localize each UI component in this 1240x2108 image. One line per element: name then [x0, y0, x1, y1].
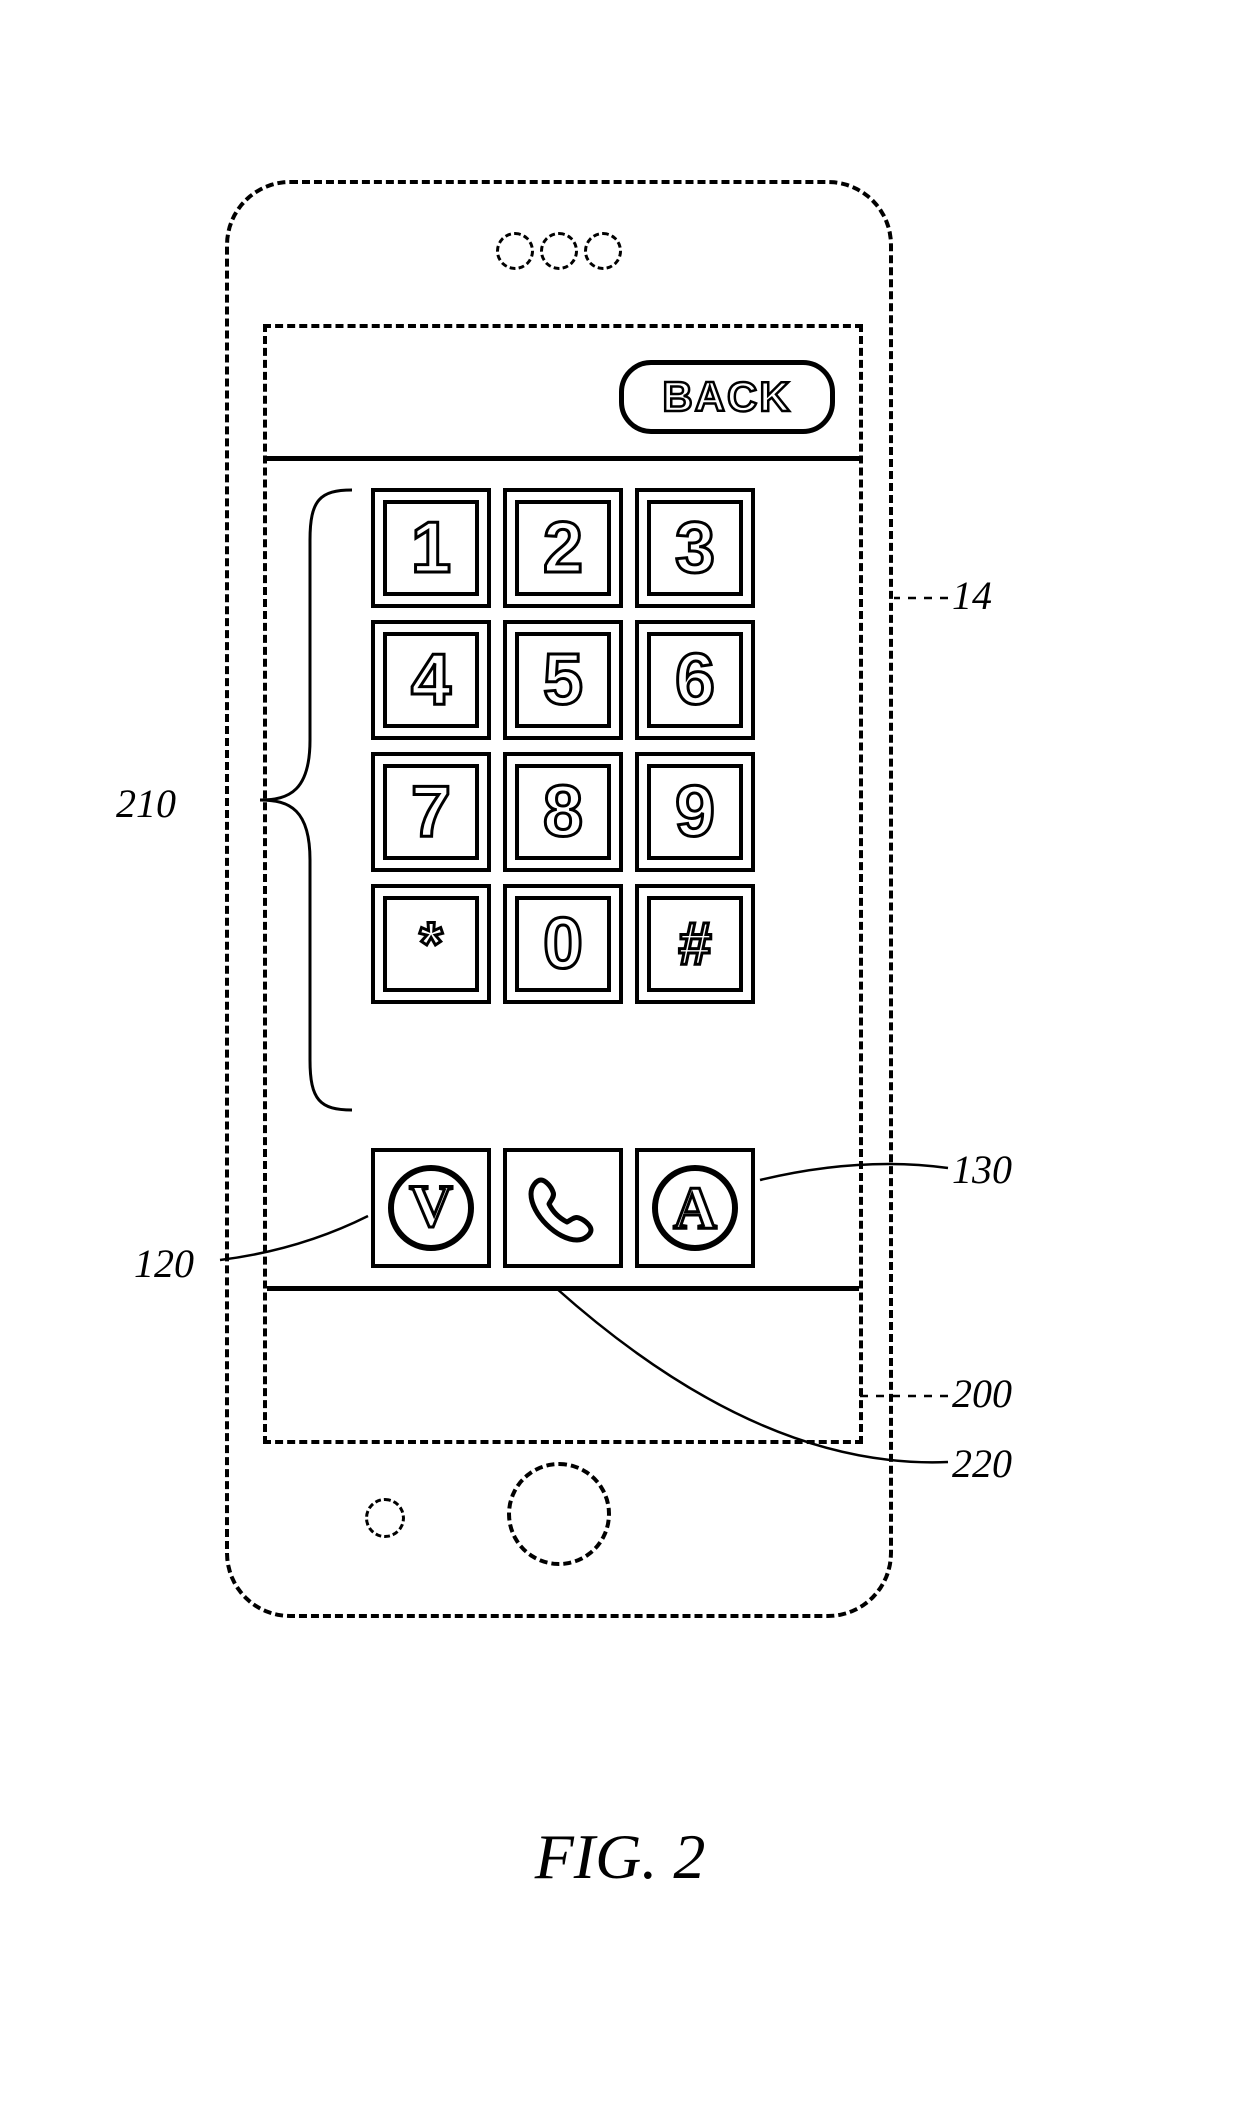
phone-outline: BACK 1 2 3 4 5 6 7 8 9 * 0 #	[225, 180, 893, 1618]
sensor-dot	[540, 232, 578, 270]
callout-120: 120	[134, 1240, 194, 1287]
key-label: 6	[675, 644, 715, 716]
key-hash[interactable]: #	[635, 884, 755, 1004]
key-7[interactable]: 7	[371, 752, 491, 872]
callout-220: 220	[952, 1440, 1012, 1487]
key-label: 1	[411, 512, 451, 584]
action-row: V A	[371, 1148, 755, 1268]
back-button-label: BACK	[662, 373, 791, 421]
phone-call-button[interactable]	[503, 1148, 623, 1268]
key-2[interactable]: 2	[503, 488, 623, 608]
key-label: 3	[675, 512, 715, 584]
key-8[interactable]: 8	[503, 752, 623, 872]
figure-caption: FIG. 2	[0, 1820, 1240, 1894]
svg-text:V: V	[409, 1173, 452, 1239]
mic-dot	[365, 1498, 405, 1538]
key-label: *	[419, 914, 442, 974]
callout-130: 130	[952, 1146, 1012, 1193]
screen-outline: BACK 1 2 3 4 5 6 7 8 9 * 0 #	[263, 324, 863, 1444]
key-9[interactable]: 9	[635, 752, 755, 872]
patent-figure-canvas: BACK 1 2 3 4 5 6 7 8 9 * 0 #	[0, 0, 1240, 2108]
callout-14: 14	[952, 572, 992, 619]
callout-200: 200	[952, 1370, 1012, 1417]
key-star[interactable]: *	[371, 884, 491, 1004]
callout-210: 210	[116, 780, 176, 827]
key-4[interactable]: 4	[371, 620, 491, 740]
sensor-cluster	[229, 232, 889, 270]
key-label: #	[678, 914, 711, 974]
header-bar: BACK	[267, 328, 859, 461]
key-3[interactable]: 3	[635, 488, 755, 608]
key-label: 8	[543, 776, 583, 848]
key-5[interactable]: 5	[503, 620, 623, 740]
key-label: 9	[675, 776, 715, 848]
sensor-dot	[584, 232, 622, 270]
phone-call-icon	[513, 1158, 613, 1258]
back-button[interactable]: BACK	[619, 360, 835, 434]
audio-call-icon: A	[645, 1158, 745, 1258]
video-call-icon: V	[381, 1158, 481, 1258]
key-1[interactable]: 1	[371, 488, 491, 608]
svg-text:A: A	[673, 1175, 716, 1241]
home-button[interactable]	[507, 1462, 611, 1566]
footer-divider	[267, 1286, 859, 1291]
key-label: 7	[411, 776, 451, 848]
key-label: 0	[543, 908, 583, 980]
key-label: 4	[411, 644, 451, 716]
sensor-dot	[496, 232, 534, 270]
video-call-button[interactable]: V	[371, 1148, 491, 1268]
key-0[interactable]: 0	[503, 884, 623, 1004]
key-label: 5	[543, 644, 583, 716]
key-label: 2	[543, 512, 583, 584]
audio-call-button[interactable]: A	[635, 1148, 755, 1268]
dial-keypad: 1 2 3 4 5 6 7 8 9 * 0 #	[371, 488, 755, 1004]
key-6[interactable]: 6	[635, 620, 755, 740]
